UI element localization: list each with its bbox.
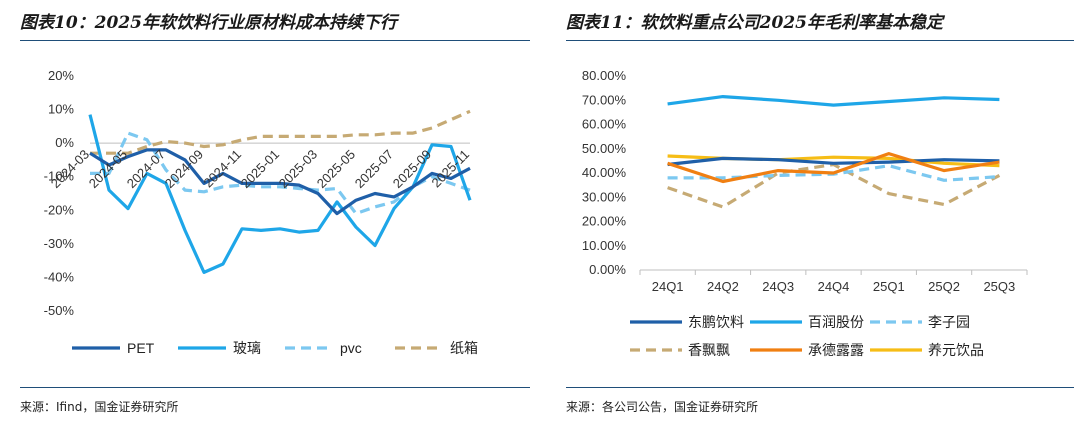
- x-tick-label: 2024-11: [200, 147, 244, 191]
- y-tick-label: -50%: [44, 303, 75, 318]
- series-line-PET: [89, 148, 471, 216]
- legend-label-养元饮品: 养元饮品: [928, 342, 984, 358]
- legend-label-pvc: pvc: [340, 340, 362, 356]
- y-tick-label: 0.00%: [589, 262, 626, 277]
- left-line-chart: 20%10%0%-10%-20%-30%-40%-50%2024-032024-…: [44, 68, 478, 356]
- legend-label-东鹏饮料: 东鹏饮料: [688, 314, 744, 330]
- x-tick-label: 24Q1: [652, 279, 684, 294]
- right-source-rule: [566, 387, 1074, 388]
- legend-label-香飘飘: 香飘飘: [688, 342, 730, 358]
- y-tick-label: -20%: [44, 202, 75, 217]
- y-tick-label: -30%: [44, 236, 75, 251]
- x-tick-label: 24Q4: [818, 279, 850, 294]
- y-tick-label: 80.00%: [582, 68, 627, 83]
- series-line-百润股份: [667, 94, 1000, 107]
- right-title-rule: [566, 40, 1074, 41]
- x-tick-label: 2024-09: [162, 147, 206, 191]
- left-source-rule: [20, 387, 530, 388]
- y-tick-label: 10.00%: [582, 238, 627, 253]
- legend-label-PET: PET: [127, 340, 155, 356]
- y-tick-label: -10%: [44, 169, 75, 184]
- series-line-承德露露: [667, 152, 1000, 184]
- y-tick-label: 10%: [48, 102, 74, 117]
- y-tick-label: 20%: [48, 68, 74, 83]
- x-tick-label: 24Q2: [707, 279, 739, 294]
- x-tick-label: 25Q1: [873, 279, 905, 294]
- x-tick-label: 2025-05: [314, 147, 358, 191]
- x-tick-label: 2025-09: [390, 147, 434, 191]
- right-chart-title: 图表11：软饮料重点公司2025年毛利率基本稳定: [566, 13, 943, 33]
- series-line-纸箱: [90, 109, 471, 155]
- y-tick-label: 60.00%: [582, 117, 627, 132]
- right-source-note: 来源：各公司公告，国金证券研究所: [566, 400, 759, 414]
- series-line-东鹏饮料: [667, 156, 1000, 167]
- left-chart-title: 图表10：2025年软饮料行业原材料成本持续下行: [20, 13, 397, 33]
- y-tick-label: 50.00%: [582, 141, 627, 156]
- left-title-rule: [20, 40, 530, 41]
- y-tick-label: 0%: [55, 135, 74, 150]
- y-tick-label: 70.00%: [582, 92, 627, 107]
- right-line-chart: 80.00% 70.00% 60.00% 50.00% 40.00% 30.00% 20.0…: [582, 68, 1028, 358]
- y-tick-label: 20.00%: [582, 214, 627, 229]
- y-tick-label: 40.00%: [582, 165, 627, 180]
- x-tick-label: 25Q2: [928, 279, 960, 294]
- y-tick-label: 30.00%: [582, 189, 627, 204]
- x-tick-label: 25Q3: [983, 279, 1015, 294]
- legend-label-百润股份: 百润股份: [808, 314, 864, 330]
- y-tick-label: -40%: [44, 269, 75, 284]
- legend-label-玻璃: 玻璃: [233, 340, 261, 356]
- legend-label-纸箱: 纸箱: [450, 340, 478, 356]
- legend-label-承德露露: 承德露露: [808, 342, 864, 358]
- legend-label-李子园: 李子园: [928, 314, 970, 330]
- left-source-note: 来源：Ifind，国金证券研究所: [20, 400, 179, 414]
- x-tick-label: 24Q3: [762, 279, 794, 294]
- series-line-玻璃: [88, 114, 472, 274]
- x-tick-label: 2025-07: [352, 147, 396, 191]
